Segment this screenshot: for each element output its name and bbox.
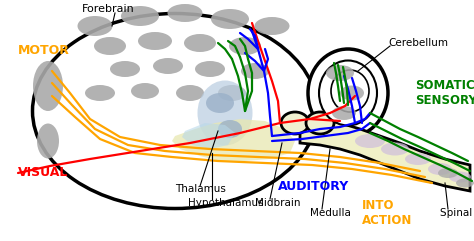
Polygon shape bbox=[172, 119, 295, 161]
Ellipse shape bbox=[184, 34, 216, 52]
Ellipse shape bbox=[332, 106, 356, 120]
Polygon shape bbox=[300, 119, 470, 191]
Ellipse shape bbox=[37, 123, 59, 159]
Ellipse shape bbox=[206, 93, 234, 113]
Ellipse shape bbox=[138, 32, 172, 50]
Ellipse shape bbox=[306, 112, 334, 134]
Text: AUDITORY: AUDITORY bbox=[278, 180, 349, 193]
Text: Midbrain: Midbrain bbox=[255, 198, 301, 208]
Ellipse shape bbox=[167, 4, 202, 22]
Ellipse shape bbox=[198, 80, 253, 146]
Text: MOTOR: MOTOR bbox=[18, 45, 70, 58]
Ellipse shape bbox=[110, 61, 140, 77]
Text: SOMATIC
SENSORY: SOMATIC SENSORY bbox=[415, 79, 474, 107]
Ellipse shape bbox=[340, 86, 364, 100]
Ellipse shape bbox=[211, 9, 249, 29]
Ellipse shape bbox=[326, 65, 354, 81]
Text: INTO
ACTION: INTO ACTION bbox=[362, 199, 412, 227]
Ellipse shape bbox=[428, 163, 452, 175]
Ellipse shape bbox=[229, 37, 261, 55]
Ellipse shape bbox=[195, 61, 225, 77]
Ellipse shape bbox=[308, 49, 388, 137]
Ellipse shape bbox=[456, 179, 474, 187]
Text: Thalamus: Thalamus bbox=[175, 184, 226, 194]
Text: Cerebellum: Cerebellum bbox=[388, 38, 448, 48]
Ellipse shape bbox=[78, 16, 112, 36]
Ellipse shape bbox=[241, 63, 269, 79]
Ellipse shape bbox=[281, 112, 309, 134]
Ellipse shape bbox=[218, 120, 242, 138]
Text: Hypothalamus: Hypothalamus bbox=[188, 198, 264, 208]
Ellipse shape bbox=[218, 85, 246, 101]
Ellipse shape bbox=[33, 13, 318, 208]
Text: Spinal Cord: Spinal Cord bbox=[440, 208, 474, 218]
Ellipse shape bbox=[153, 58, 183, 74]
Ellipse shape bbox=[449, 172, 471, 182]
Ellipse shape bbox=[131, 83, 159, 99]
Ellipse shape bbox=[319, 60, 377, 126]
Ellipse shape bbox=[405, 153, 431, 165]
Ellipse shape bbox=[381, 142, 409, 155]
Ellipse shape bbox=[438, 168, 458, 178]
Ellipse shape bbox=[121, 6, 159, 26]
Polygon shape bbox=[182, 123, 235, 149]
Ellipse shape bbox=[331, 70, 369, 112]
Ellipse shape bbox=[355, 134, 385, 148]
Ellipse shape bbox=[33, 61, 63, 111]
Ellipse shape bbox=[255, 17, 290, 35]
Text: Forebrain: Forebrain bbox=[82, 4, 134, 14]
Text: VISUAL: VISUAL bbox=[18, 167, 68, 180]
Ellipse shape bbox=[176, 85, 204, 101]
Ellipse shape bbox=[85, 85, 115, 101]
Ellipse shape bbox=[94, 37, 126, 55]
Text: Medulla: Medulla bbox=[310, 208, 351, 218]
